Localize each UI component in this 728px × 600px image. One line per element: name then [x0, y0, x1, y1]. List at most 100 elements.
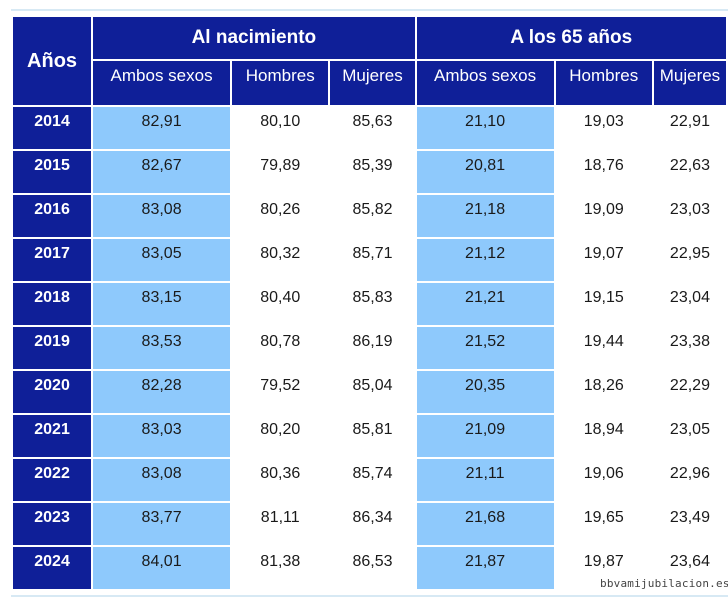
- birth-men-cell: 80,26: [232, 195, 329, 237]
- top-divider: [11, 9, 728, 11]
- birth-women-cell: 85,71: [330, 239, 415, 281]
- group-header-birth: Al nacimiento: [93, 17, 415, 59]
- age65-men-cell: 18,26: [555, 371, 652, 413]
- age65-both-cell: 21,11: [416, 459, 554, 501]
- age65-women-cell: 22,29: [653, 371, 726, 413]
- age65-women-cell: 23,64: [653, 547, 726, 589]
- age65-women-cell: 23,05: [653, 415, 726, 457]
- years-header: Años: [13, 17, 92, 105]
- column-header-65-men: Hombres: [555, 61, 652, 105]
- birth-both-cell: 83,08: [93, 195, 231, 237]
- age65-both-cell: 21,10: [416, 107, 554, 149]
- age65-men-cell: 19,15: [555, 283, 652, 325]
- table-row: 2023 83,77 81,11 86,34 21,68 19,65 23,49: [13, 503, 726, 545]
- table-row: 2024 84,01 81,38 86,53 21,87 19,87 23,64: [13, 547, 726, 589]
- birth-men-cell: 80,78: [232, 327, 329, 369]
- birth-both-cell: 83,53: [93, 327, 231, 369]
- age65-men-cell: 19,03: [555, 107, 652, 149]
- birth-both-cell: 83,08: [93, 459, 231, 501]
- header-subcolumn-row: Ambos sexos Hombres Mujeres Ambos sexos …: [13, 61, 726, 105]
- year-cell: 2018: [13, 283, 92, 325]
- column-header-birth-both: Ambos sexos: [93, 61, 231, 105]
- age65-men-cell: 19,65: [555, 503, 652, 545]
- age65-men-cell: 19,44: [555, 327, 652, 369]
- birth-women-cell: 85,63: [330, 107, 415, 149]
- birth-both-cell: 83,77: [93, 503, 231, 545]
- watermark: bbvamijubilacion.es: [600, 577, 728, 590]
- birth-women-cell: 85,83: [330, 283, 415, 325]
- birth-women-cell: 85,82: [330, 195, 415, 237]
- birth-women-cell: 85,81: [330, 415, 415, 457]
- table-row: 2015 82,67 79,89 85,39 20,81 18,76 22,63: [13, 151, 726, 193]
- birth-women-cell: 86,19: [330, 327, 415, 369]
- table-row: 2018 83,15 80,40 85,83 21,21 19,15 23,04: [13, 283, 726, 325]
- birth-men-cell: 80,40: [232, 283, 329, 325]
- age65-men-cell: 19,87: [555, 547, 652, 589]
- age65-both-cell: 21,52: [416, 327, 554, 369]
- birth-both-cell: 84,01: [93, 547, 231, 589]
- year-cell: 2024: [13, 547, 92, 589]
- age65-women-cell: 23,03: [653, 195, 726, 237]
- birth-men-cell: 80,10: [232, 107, 329, 149]
- age65-both-cell: 21,12: [416, 239, 554, 281]
- age65-women-cell: 23,38: [653, 327, 726, 369]
- year-cell: 2021: [13, 415, 92, 457]
- header-group-row: Años Al nacimiento A los 65 años: [13, 17, 726, 105]
- table-row: 2017 83,05 80,32 85,71 21,12 19,07 22,95: [13, 239, 726, 281]
- year-cell: 2015: [13, 151, 92, 193]
- year-cell: 2017: [13, 239, 92, 281]
- age65-men-cell: 19,06: [555, 459, 652, 501]
- table-row: 2019 83,53 80,78 86,19 21,52 19,44 23,38: [13, 327, 726, 369]
- age65-men-cell: 19,07: [555, 239, 652, 281]
- age65-women-cell: 22,91: [653, 107, 726, 149]
- age65-women-cell: 23,04: [653, 283, 726, 325]
- age65-women-cell: 22,95: [653, 239, 726, 281]
- life-expectancy-sheet: Años Al nacimiento A los 65 años Ambos s…: [11, 9, 728, 597]
- column-header-65-women: Mujeres: [653, 61, 726, 105]
- year-cell: 2022: [13, 459, 92, 501]
- birth-men-cell: 80,32: [232, 239, 329, 281]
- birth-men-cell: 79,89: [232, 151, 329, 193]
- year-cell: 2023: [13, 503, 92, 545]
- table-row: 2021 83,03 80,20 85,81 21,09 18,94 23,05: [13, 415, 726, 457]
- column-header-birth-men: Hombres: [232, 61, 329, 105]
- age65-men-cell: 18,76: [555, 151, 652, 193]
- age65-both-cell: 21,21: [416, 283, 554, 325]
- age65-both-cell: 21,68: [416, 503, 554, 545]
- year-cell: 2020: [13, 371, 92, 413]
- age65-men-cell: 19,09: [555, 195, 652, 237]
- age65-both-cell: 21,18: [416, 195, 554, 237]
- bottom-divider: [11, 595, 728, 597]
- birth-women-cell: 85,74: [330, 459, 415, 501]
- age65-men-cell: 18,94: [555, 415, 652, 457]
- age65-both-cell: 20,81: [416, 151, 554, 193]
- birth-both-cell: 83,15: [93, 283, 231, 325]
- year-cell: 2016: [13, 195, 92, 237]
- birth-both-cell: 83,05: [93, 239, 231, 281]
- age65-both-cell: 21,87: [416, 547, 554, 589]
- birth-both-cell: 82,67: [93, 151, 231, 193]
- column-header-65-both: Ambos sexos: [416, 61, 554, 105]
- age65-both-cell: 20,35: [416, 371, 554, 413]
- birth-men-cell: 80,20: [232, 415, 329, 457]
- birth-men-cell: 81,38: [232, 547, 329, 589]
- birth-women-cell: 85,04: [330, 371, 415, 413]
- age65-women-cell: 22,96: [653, 459, 726, 501]
- age65-women-cell: 23,49: [653, 503, 726, 545]
- birth-women-cell: 86,34: [330, 503, 415, 545]
- birth-men-cell: 80,36: [232, 459, 329, 501]
- column-header-birth-women: Mujeres: [330, 61, 415, 105]
- birth-men-cell: 79,52: [232, 371, 329, 413]
- life-expectancy-table: Años Al nacimiento A los 65 años Ambos s…: [11, 15, 728, 591]
- year-cell: 2014: [13, 107, 92, 149]
- birth-women-cell: 85,39: [330, 151, 415, 193]
- table-row: 2016 83,08 80,26 85,82 21,18 19,09 23,03: [13, 195, 726, 237]
- group-header-age-65: A los 65 años: [416, 17, 726, 59]
- age65-both-cell: 21,09: [416, 415, 554, 457]
- year-cell: 2019: [13, 327, 92, 369]
- birth-men-cell: 81,11: [232, 503, 329, 545]
- birth-both-cell: 83,03: [93, 415, 231, 457]
- birth-both-cell: 82,28: [93, 371, 231, 413]
- birth-women-cell: 86,53: [330, 547, 415, 589]
- table-row: 2014 82,91 80,10 85,63 21,10 19,03 22,91: [13, 107, 726, 149]
